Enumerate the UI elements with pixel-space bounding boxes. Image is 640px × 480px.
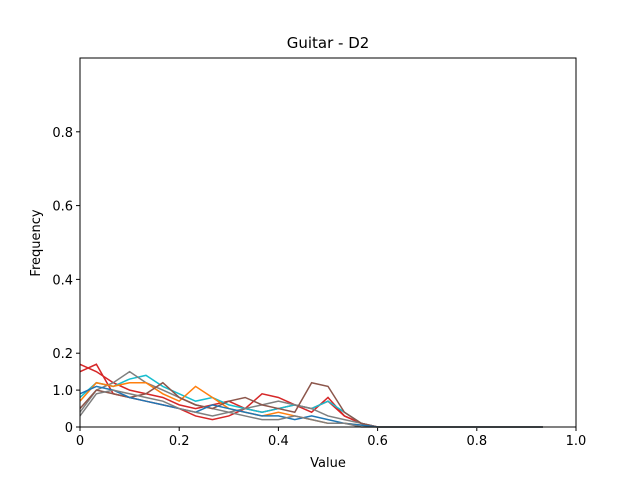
line — [79, 363, 543, 428]
line — [79, 381, 543, 428]
y-tick-label: 0.8 — [52, 126, 73, 141]
x-tick-label: 0.8 — [466, 434, 487, 449]
x-axis-label: Value — [310, 456, 346, 471]
y-axis-label: Frequency — [29, 209, 44, 276]
x-tick-label: 0 — [76, 434, 84, 449]
x-tick-label: 1.0 — [566, 434, 587, 449]
line — [79, 381, 543, 428]
y-tick-label: 1.0 — [52, 384, 73, 399]
x-tick-label: 0.2 — [169, 434, 190, 449]
y-tick-label: 0.6 — [52, 200, 73, 215]
x-tick-label: 0.4 — [268, 434, 289, 449]
x-tick-label: 0.6 — [367, 434, 388, 449]
plot-frame — [79, 57, 577, 428]
line — [79, 363, 543, 428]
line — [79, 385, 543, 428]
y-tick-label: 0.4 — [52, 273, 73, 288]
y-tick-label: 0.2 — [52, 347, 73, 362]
chart-title: Guitar - D2 — [287, 34, 370, 52]
line — [79, 370, 543, 428]
y-tick-label: 0 — [65, 421, 73, 436]
